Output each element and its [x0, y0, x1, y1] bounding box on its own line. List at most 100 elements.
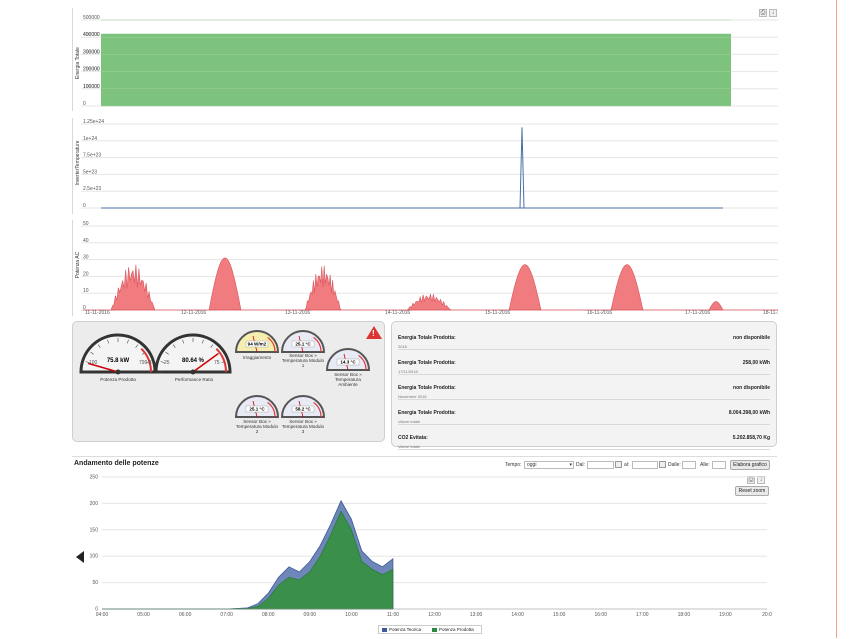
small-gauge-redzone	[267, 401, 276, 418]
energy-bar	[101, 33, 731, 106]
gauge-tick	[90, 351, 94, 355]
info-label: CO2 Evitata:	[398, 435, 428, 441]
ac-day-area	[610, 264, 644, 311]
power-xtick: 18:00	[678, 612, 691, 618]
elabora-grafico-button[interactable]: Elabora grafico	[730, 460, 770, 470]
gauge-label-modulo2: Sensor Box » Temperatura Modulo 2	[235, 419, 279, 434]
ac-day-area	[208, 257, 242, 311]
ac-day-area	[304, 265, 342, 311]
info-row: Energia Totale Prodotta: Valore totale 8.0…	[398, 400, 770, 425]
small-gauge-value: 25.1 °C	[295, 342, 311, 347]
download-icon-2[interactable]: ↓	[757, 476, 765, 484]
download-icon[interactable]: ↓	[769, 9, 777, 17]
gauge-label-performance: Performance Ratio	[174, 377, 214, 382]
ac-day-area	[406, 294, 452, 311]
alle-label: Alle:	[700, 462, 710, 468]
ac-ytick: 10	[83, 288, 89, 294]
inverter-ytick: 2.5e+23	[83, 186, 101, 192]
info-value: non disponibile	[733, 384, 770, 391]
gauge-tick	[210, 344, 214, 348]
energy-ytick-overlay: 100000	[83, 84, 100, 90]
ac-xtick: 16-11-2016	[587, 310, 612, 316]
warning-icon[interactable]	[366, 326, 382, 339]
gauge-tick	[97, 344, 101, 348]
energy-ytick: 400000	[83, 32, 100, 38]
info-value: non disponibile	[733, 334, 770, 341]
gauge-scale-high: 799.8	[139, 360, 152, 366]
power-xtick: 06:00	[179, 612, 192, 618]
legend-prodotta-swatch	[432, 628, 437, 632]
energy-ylabel: Energia Totale	[75, 47, 81, 79]
small-gauge-readout-box	[245, 340, 269, 348]
gauge-label-potenza: Potenza Prodotta	[100, 377, 136, 382]
legend-prodotta[interactable]: Potenza Prodotta	[439, 627, 474, 632]
calendar-icon-2[interactable]	[659, 461, 666, 468]
ac-ytick: 0	[83, 305, 86, 311]
tempo-select[interactable]: oggi ▾	[524, 461, 574, 469]
info-row-label-group: Energia Totale Prodotta: Novembre 2016	[398, 376, 456, 399]
gauge-tick	[160, 361, 165, 364]
inverter-ytick: 5e+23	[83, 169, 97, 175]
small-gauge-redzone	[313, 401, 322, 418]
ac-xtick: 18-11-2016	[763, 310, 778, 316]
dalle-field[interactable]	[682, 461, 696, 469]
small-gauge-value: 94 W/m2	[248, 342, 267, 347]
print-icon-2[interactable]: ⎙	[747, 476, 755, 484]
series-prodotta-area	[102, 510, 394, 610]
energy-ytick: 300000	[83, 49, 100, 55]
info-row-label-group: CO2 Evitata: Valore totale	[398, 426, 428, 449]
gauge-label-ambiente: Sensor Box » Temperatura Ambiente	[334, 372, 362, 387]
inverter-ytick: 0	[83, 203, 86, 209]
power-title: Andamento delle potenze	[74, 460, 159, 467]
reset-zoom-button[interactable]: Reset zoom	[735, 486, 769, 496]
al-field[interactable]	[632, 461, 658, 469]
gauge-tick	[172, 344, 176, 348]
power-xtick: 08:00	[262, 612, 275, 618]
info-value: 5.202.858,70 Kg	[732, 434, 770, 441]
dalle-label: Dalle:	[668, 462, 681, 468]
dal-field[interactable]	[587, 461, 614, 469]
warning-icon-mark: !	[372, 329, 375, 338]
gauge-dial	[79, 333, 157, 374]
small-gauge-redzone	[358, 354, 367, 371]
power-ytick: 50	[92, 580, 98, 586]
gauge-tick	[201, 339, 204, 344]
collapse-arrow-icon[interactable]	[76, 551, 84, 563]
power-xtick: 12:00	[428, 612, 441, 618]
info-row-label-group: Energia Totale Prodotta: 17/11/2016	[398, 351, 456, 374]
small-gauge-redzone	[267, 336, 276, 353]
info-sublabel: Valore totale	[398, 444, 421, 449]
power-ytick: 200	[90, 501, 99, 507]
gauge-value: 75.8 kW	[107, 358, 130, 364]
tempo-label: Tempo:	[505, 462, 522, 468]
info-sublabel: 17/11/2016	[398, 369, 418, 374]
gauge-needle	[88, 362, 119, 373]
power-xtick: 13:00	[470, 612, 483, 618]
gauge-tick	[85, 361, 90, 364]
legend-teorica[interactable]: Potenza Teorica	[389, 627, 422, 632]
energy-ytick-overlay: 300000	[83, 49, 100, 55]
inverter-chart-svg: 1.25e+24 1e+24 7.5e+23 5e+23 2.5e+23 0 Inverte…	[75, 119, 778, 209]
inverter-ytick: 7.5e+23	[83, 153, 101, 159]
power-xtick: 11:00	[387, 612, 399, 618]
info-label: Energia Totale Prodotta:	[398, 335, 456, 341]
gauge-hub	[115, 369, 121, 375]
ac-power-chart: 50 40 30 20 10 0 11-11-2016 12-11-2016 13-11-201…	[72, 220, 788, 316]
info-row-label-group: Energia Totale Prodotta: Valore totale	[398, 401, 456, 424]
info-value: 258,00 kWh	[742, 359, 770, 366]
energy-ytick: 100000	[83, 84, 100, 90]
power-ytick: 0	[95, 607, 98, 613]
print-icon[interactable]: ⎙	[759, 9, 767, 17]
ac-xtick: 14-11-2016	[385, 310, 410, 316]
info-label: Energia Totale Prodotta:	[398, 360, 456, 366]
alle-field[interactable]	[712, 461, 726, 469]
gauge-tick	[182, 339, 185, 344]
info-label: Energia Totale Prodotta:	[398, 410, 456, 416]
info-row: Energia Totale Prodotta: 17/11/2016 258,00…	[398, 350, 770, 375]
power-xtick: 10:00	[345, 612, 358, 618]
calendar-icon[interactable]	[615, 461, 622, 468]
ac-ytick: 30	[83, 255, 89, 261]
ac-ytick: 20	[83, 271, 89, 277]
info-sublabel: Valore totale	[398, 419, 421, 424]
small-gauge-readout-box	[291, 405, 315, 413]
